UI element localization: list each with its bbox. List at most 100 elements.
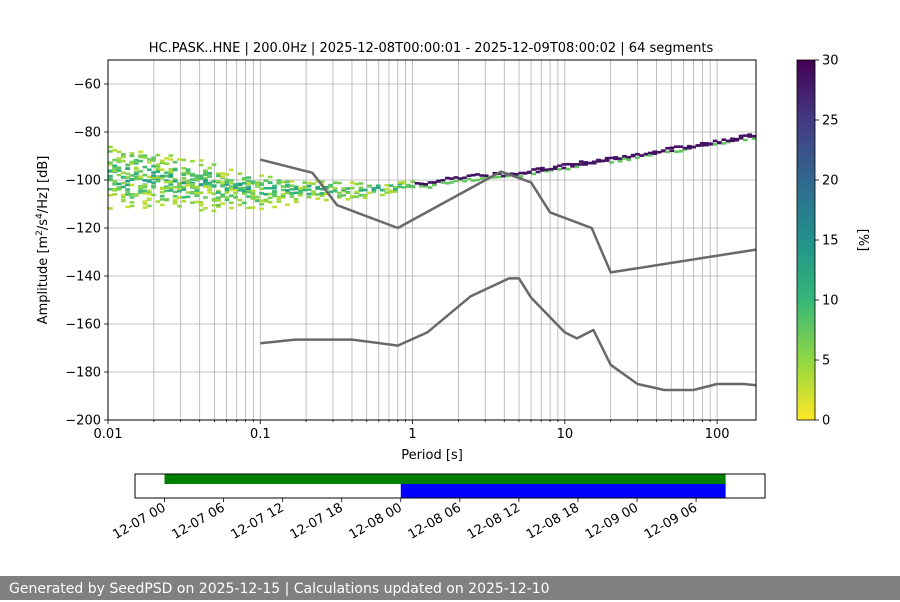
heatmap-cell xyxy=(362,188,368,192)
heatmap-cell xyxy=(159,186,165,190)
heatmap-cell xyxy=(289,184,295,188)
heatmap-cell xyxy=(216,203,221,207)
heatmap-cell xyxy=(207,191,213,194)
heatmap-cell xyxy=(280,192,286,196)
heatmap-cell xyxy=(246,187,251,191)
heatmap-cell xyxy=(233,185,238,188)
heatmap-cell xyxy=(164,179,169,182)
heatmap-cell xyxy=(220,175,226,178)
heatmap-cell xyxy=(216,172,221,176)
heatmap-cell xyxy=(116,173,122,177)
heatmap-cell xyxy=(116,157,122,160)
heatmap-cell xyxy=(349,181,355,184)
heatmap-cell xyxy=(444,182,450,185)
heatmap-cell xyxy=(228,201,234,205)
heatmap-cell xyxy=(146,192,152,196)
heatmap-cell xyxy=(142,173,148,177)
heatmap-cell xyxy=(211,192,217,195)
heatmap-cell xyxy=(324,187,329,191)
grid-lines xyxy=(108,60,756,420)
heatmap-cell xyxy=(319,180,325,184)
heatmap-cell xyxy=(203,176,208,180)
heatmap-cell xyxy=(138,191,143,194)
heatmap-cell xyxy=(250,192,256,195)
heatmap-cell xyxy=(311,190,316,194)
heatmap-cell xyxy=(427,186,433,189)
heatmap-cell xyxy=(142,154,148,157)
heatmap-cell xyxy=(449,177,454,180)
heatmap-cell xyxy=(146,180,152,183)
heatmap-cell xyxy=(272,191,277,194)
heatmap-cell xyxy=(375,184,381,188)
noise-model-line-2 xyxy=(260,277,757,392)
heatmap-cell xyxy=(470,179,476,182)
heatmap-cell xyxy=(168,154,174,157)
colorbar: 0 5 10 15 20 25 30 [%] xyxy=(796,54,870,429)
timeline-tick-label: 12-08 06 xyxy=(406,500,464,542)
heatmap-cell xyxy=(276,200,282,203)
heatmap-cell xyxy=(112,158,118,162)
heatmap-cell xyxy=(393,190,398,193)
heatmap-cell xyxy=(108,170,113,173)
heatmap-cell xyxy=(203,180,208,184)
colorbar-tick-label: 10 xyxy=(822,294,839,309)
density-heatmap xyxy=(108,133,757,213)
heatmap-cell xyxy=(315,185,321,189)
heatmap-cell xyxy=(194,174,200,178)
heatmap-cell xyxy=(289,191,295,195)
x-tick-label: 0.01 xyxy=(94,427,123,442)
heatmap-cell xyxy=(233,188,238,192)
heatmap-cell xyxy=(315,187,321,190)
timeline-tick-label: 12-08 18 xyxy=(524,500,582,542)
heatmap-cell xyxy=(466,177,472,181)
heatmap-cell xyxy=(190,190,195,194)
heatmap-cell xyxy=(228,179,234,182)
heatmap-cell xyxy=(108,174,113,178)
heatmap-cell xyxy=(181,188,187,191)
heatmap-cell xyxy=(436,179,442,183)
heatmap-cell xyxy=(198,208,204,212)
heatmap-cell xyxy=(565,167,571,171)
heatmap-cell xyxy=(228,168,234,172)
heatmap-cell xyxy=(699,141,705,145)
heatmap-cell xyxy=(241,177,247,180)
heatmap-cell xyxy=(190,185,195,188)
heatmap-cell xyxy=(483,174,489,178)
heatmap-cell xyxy=(336,191,342,195)
heatmap-cell xyxy=(228,194,234,198)
heatmap-cell xyxy=(211,197,217,201)
heatmap-cell xyxy=(151,181,156,184)
heatmap-cell xyxy=(583,163,588,166)
timeline-tick-label: 12-07 00 xyxy=(110,500,168,542)
heatmap-cell xyxy=(241,188,247,192)
heatmap-cell xyxy=(384,187,390,191)
heatmap-cell xyxy=(125,183,130,187)
heatmap-cell xyxy=(228,186,234,189)
heatmap-cell xyxy=(483,176,489,179)
heatmap-cell xyxy=(462,176,467,180)
heatmap-cell xyxy=(609,156,614,160)
heatmap-cell xyxy=(203,182,208,186)
heatmap-cell xyxy=(146,168,152,171)
heatmap-cell xyxy=(194,200,200,204)
heatmap-cell xyxy=(453,176,459,179)
heatmap-cell xyxy=(164,174,169,178)
heatmap-cell xyxy=(673,150,679,154)
heatmap-cell xyxy=(185,169,191,172)
heatmap-cell xyxy=(254,184,260,187)
heatmap-cell xyxy=(142,165,148,169)
colorbar-tick-label: 30 xyxy=(822,54,839,69)
heatmap-cell xyxy=(354,195,359,199)
heatmap-cell xyxy=(246,206,251,210)
timeline-tick-label: 12-07 18 xyxy=(288,500,346,542)
heatmap-cell xyxy=(228,181,234,185)
plot-frame xyxy=(107,59,757,421)
heatmap-cell xyxy=(263,179,269,182)
heatmap-cell xyxy=(250,181,256,185)
heatmap-cell xyxy=(151,177,156,181)
heatmap-cell xyxy=(155,178,161,181)
heatmap-cell xyxy=(263,186,269,190)
heatmap-cell xyxy=(228,206,234,210)
heatmap-cell xyxy=(315,197,321,200)
heatmap-cell xyxy=(341,189,346,193)
